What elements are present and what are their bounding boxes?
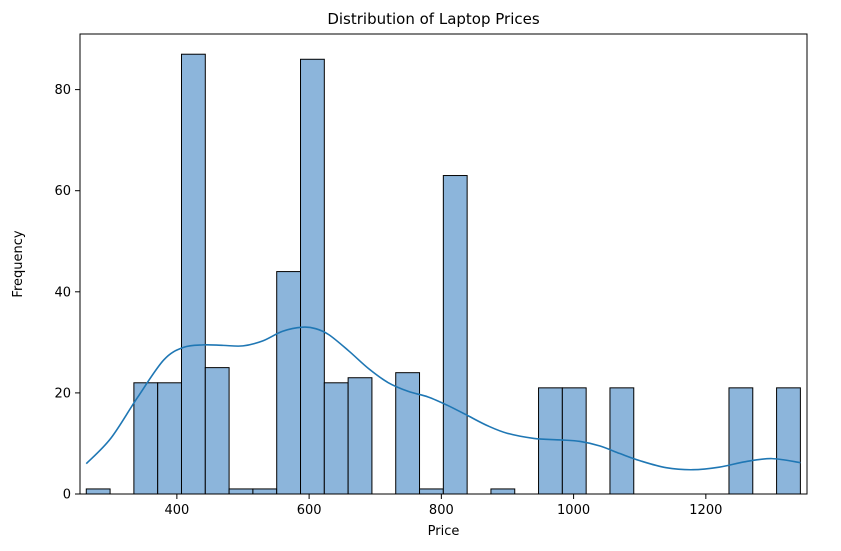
histogram-bar-2 [157,382,182,495]
histogram-bar-15 [538,387,563,495]
x-tick-label: 400 [164,503,189,518]
histogram-bar-9 [323,382,349,495]
x-tick-label: 600 [297,503,322,518]
histogram-bar-17 [609,387,635,495]
y-tick-label: 80 [54,83,71,98]
histogram-bar-10 [347,377,373,495]
histogram-bar-7 [276,271,302,495]
histogram-bars [85,53,801,495]
x-tick-label: 1200 [689,503,722,518]
y-axis-ticks: 0 20 40 60 80 [54,83,80,503]
x-axis-ticks: 400 600 800 1000 1200 [164,494,722,518]
histogram-bar-1 [133,382,159,495]
y-tick-label: 60 [54,184,71,199]
y-tick-label: 0 [63,488,71,503]
y-axis-label: Frequency [11,230,26,297]
histogram-bar-4 [204,367,230,495]
x-tick-label: 800 [429,503,454,518]
histogram-bar-6 [252,488,278,495]
histogram-bar-8 [300,58,325,495]
histogram-bar-3 [180,53,206,495]
y-tick-label: 40 [54,285,71,300]
histogram-bar-18 [728,387,754,495]
x-axis-label: Price [428,524,460,539]
kde-line [85,326,801,471]
y-tick-label: 20 [54,386,71,401]
histogram-bar-5 [228,488,254,495]
histogram-bar-13 [442,175,468,495]
histogram-bar-19 [776,387,801,495]
chart-title: Distribution of Laptop Prices [327,10,540,28]
plot-area-frame [79,33,808,495]
histogram-bar-14 [490,488,516,495]
histogram-bar-0 [85,488,111,495]
histogram-bar-12 [419,488,444,495]
x-tick-label: 1000 [557,503,590,518]
